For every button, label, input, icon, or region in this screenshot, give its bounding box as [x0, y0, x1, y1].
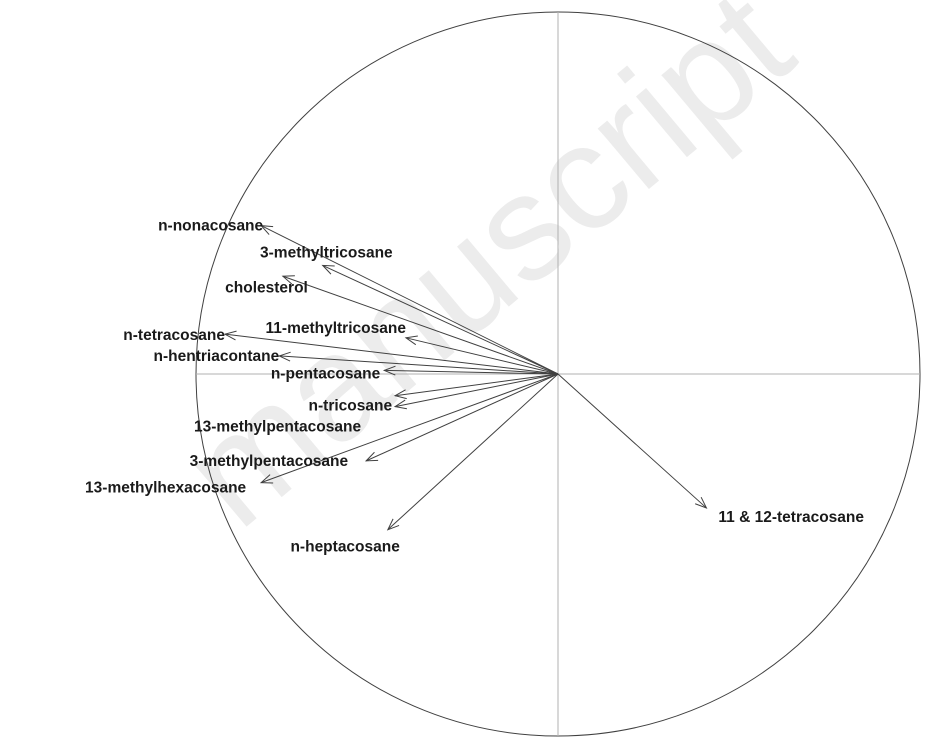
label-n-heptacosane: n-heptacosane [290, 539, 400, 556]
label-11-methyltricosane: 11-methyltricosane [266, 320, 407, 337]
arrow-11-12-tetracosane [557, 373, 707, 509]
label-11-12-tetracosane: 11 & 12-tetracosane [718, 509, 864, 526]
arrows-group [223, 224, 708, 531]
label-n-hentriacontane: n-hentriacontane [154, 348, 280, 365]
arrowhead-3-methyltricosane [321, 264, 335, 275]
label-13-methylhexacosane: 13-methylhexacosane [85, 480, 246, 497]
arrowhead-11-methyltricosane [404, 335, 418, 346]
arrowhead-n-pentacosane [382, 365, 396, 376]
arrow-n-heptacosane [387, 373, 559, 531]
arrow-3-methylpentacosane [365, 373, 559, 462]
arrowhead-n-hentriacontane [277, 351, 291, 362]
labels-group: n-nonacosane 3-methyltricosane cholesterol… [85, 218, 864, 556]
arrowhead-13-methylpentacosane [393, 389, 407, 400]
arrowhead-n-heptacosane [386, 518, 400, 531]
label-n-pentacosane: n-pentacosane [271, 365, 381, 382]
label-cholesterol: cholesterol [225, 279, 308, 296]
arrowhead-n-tetracosane [223, 330, 237, 341]
label-n-nonacosane: n-nonacosane [158, 218, 263, 235]
label-13-methylpentacosane: 13-methylpentacosane [194, 419, 361, 436]
arrowhead-cholesterol [281, 275, 295, 285]
arrow-n-tetracosane [224, 333, 559, 375]
arrow-11-methyltricosane [405, 337, 559, 375]
arrow-n-hentriacontane [279, 355, 559, 375]
arrow-n-nonacosane [260, 225, 559, 375]
arrowhead-11-12-tetracosane [694, 496, 708, 509]
arrowhead-n-nonacosane [259, 224, 274, 235]
label-n-tetracosane: n-tetracosane [123, 327, 225, 344]
arrow-n-tricosane [395, 373, 559, 408]
arrow-13-methylhexacosane [260, 373, 559, 484]
label-3-methylpentacosane: 3-methylpentacosane [190, 453, 349, 470]
arrowhead-n-tricosane [393, 399, 407, 410]
label-3-methyltricosane: 3-methyltricosane [260, 244, 393, 261]
arrow-n-pentacosane [384, 369, 559, 375]
arrow-13-methylpentacosane [395, 373, 559, 397]
arrowhead-3-methylpentacosane [364, 451, 379, 462]
arrowhead-13-methylhexacosane [259, 474, 274, 484]
arrow-cholesterol [282, 275, 559, 375]
label-n-tricosane: n-tricosane [309, 398, 393, 415]
arrow-3-methyltricosane [322, 264, 559, 375]
